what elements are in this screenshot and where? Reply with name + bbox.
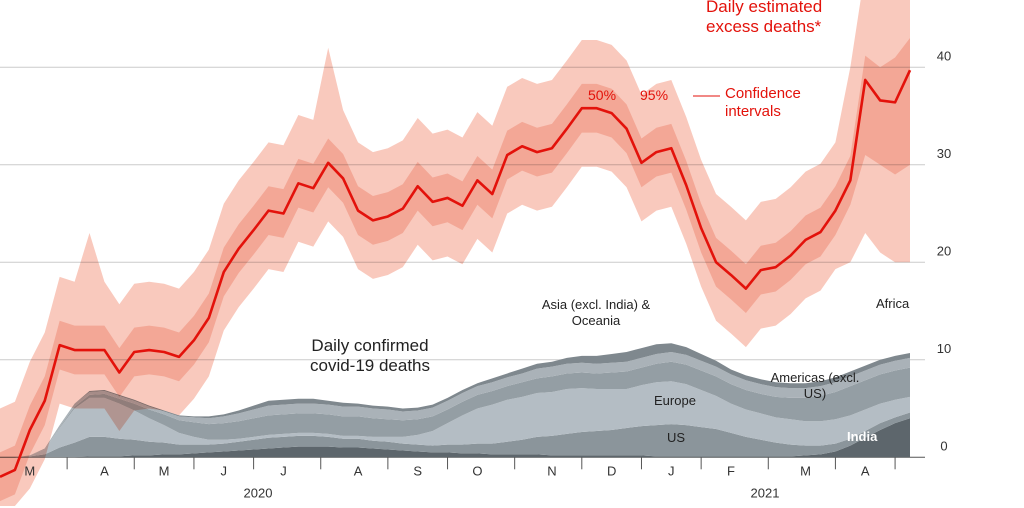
y-tick-label: 40 [937, 49, 951, 64]
x-tick-label: J [221, 464, 228, 479]
x-tick-label: A [861, 464, 870, 479]
x-tick-label: M [159, 464, 170, 479]
estimate-label: Daily estimated excess deaths* [706, 0, 823, 37]
x-tick-label: A [354, 464, 363, 479]
x-tick-label: M [24, 464, 35, 479]
x-tick-label: F [727, 464, 735, 479]
x-tick-label: A [100, 464, 109, 479]
x-tick-label: J [280, 464, 287, 479]
interval-name: 95% [640, 87, 669, 103]
x-tick-label: S [413, 464, 422, 479]
series-label: India [847, 429, 878, 444]
series-label: Asia (excl. India) & Oceania [541, 297, 651, 328]
year-label: 2020 [244, 485, 273, 500]
year-label: 2021 [751, 485, 780, 500]
series-label: Africa [876, 296, 910, 311]
x-tick-label: N [547, 464, 556, 479]
series-label: Americas (excl. US) [770, 370, 860, 401]
x-tick-label: J [668, 464, 675, 479]
interval-name: 50% [588, 87, 617, 103]
confidence-band [0, 38, 910, 502]
x-tick-label: M [800, 464, 811, 479]
y-tick-label: 20 [937, 244, 951, 259]
x-tick-label: O [472, 464, 482, 479]
y-tick-label: 0 [940, 439, 947, 454]
y-tick-label: 10 [937, 341, 951, 356]
confirmed-label: Daily confirmed covid-19 deaths [309, 336, 431, 376]
series-label: US [667, 430, 686, 445]
estimate-line [0, 69, 912, 478]
confidence-band [0, 0, 910, 507]
y-tick-label: 30 [937, 146, 951, 161]
stacked-area [0, 351, 910, 458]
stacked-area [0, 381, 910, 458]
interval-label: Confidence intervals [725, 85, 801, 120]
series-label: Europe [654, 393, 696, 408]
stacked-area [0, 412, 910, 458]
x-tick-label: D [607, 464, 616, 479]
stacked-area [0, 361, 910, 458]
